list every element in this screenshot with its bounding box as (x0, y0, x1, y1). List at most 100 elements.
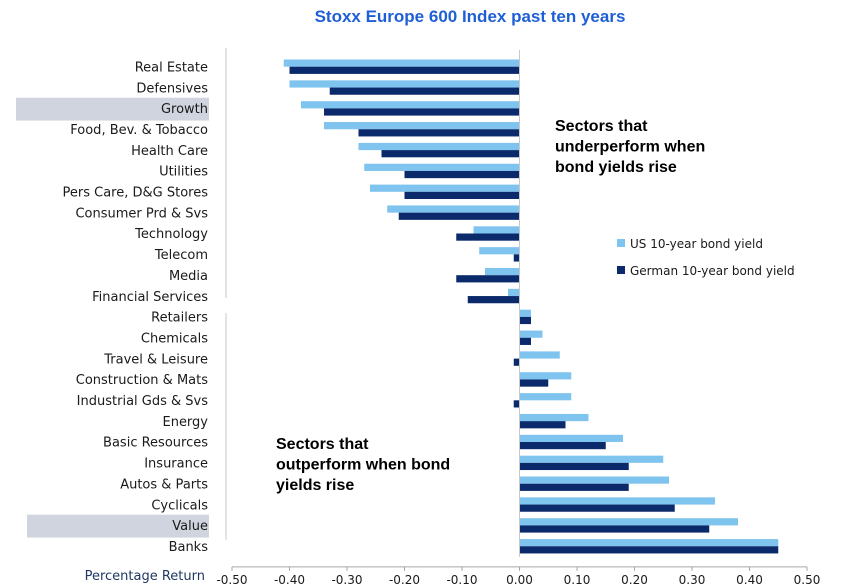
category-label-defensives: Defensives (136, 81, 208, 96)
bar-defensives-us (289, 80, 520, 88)
bar-health-care-us (358, 142, 520, 151)
category-label-consumer-prd-svs: Consumer Prd & Svs (75, 206, 208, 221)
legend-label-german: German 10-year bond yield (630, 264, 795, 278)
highlight-value (27, 514, 209, 538)
x-tick-label: 0.50 (794, 573, 821, 587)
bar-utilities-german (404, 170, 520, 179)
x-tick-label: 0.10 (564, 573, 591, 587)
x-tick-label: 0.40 (736, 573, 763, 587)
category-label-chemicals: Chemicals (141, 331, 208, 346)
legend-swatch-german (617, 266, 625, 274)
annotation-outperform-line: outperform when bond (276, 457, 450, 474)
annotation-underperform-line: Sectors that (555, 118, 648, 135)
bar-construction-mats-german (519, 379, 549, 387)
x-tick-labels: -0.50 -0.40 -0.30 -0.20 -0.10 0.00 0.10 0.20 0.3… (216, 566, 821, 587)
bar-autos-parts-german (519, 483, 629, 491)
bar-telecom-us (479, 247, 520, 255)
legend-label-us: US 10-year bond yield (630, 237, 763, 251)
category-highlights (16, 97, 209, 538)
bar-food-bev-tobacco-us (324, 122, 520, 130)
bar-utilities-us (364, 163, 520, 171)
bar-consumer-prd-svs-us (387, 205, 520, 213)
annotation-outperform-line: Sectors that (276, 436, 369, 453)
category-label-retailers: Retailers (151, 311, 208, 326)
bar-energy-us (519, 413, 589, 422)
annotations: Sectors that underperform when bond yields… (276, 118, 705, 494)
bar-banks-us (519, 539, 779, 547)
category-label-pers-care-d-g-stores: Pers Care, D&G Stores (63, 186, 209, 201)
bar-health-care-german (381, 150, 520, 158)
bar-value-german (519, 525, 710, 533)
bar-growth-us (301, 101, 520, 109)
bar-insurance-us (519, 455, 664, 463)
bar-pers-care-d-g-stores-german (404, 191, 520, 199)
bar-real-estate-german (289, 66, 520, 74)
x-tick-label: 0.30 (679, 573, 706, 587)
annotation-outperform-line: yields rise (276, 477, 354, 494)
x-axis-label: Percentage Return (85, 569, 205, 584)
bar-financial-services-us (508, 288, 520, 297)
chart-title: Stoxx Europe 600 Index past ten years (315, 7, 626, 26)
bar-media-us (485, 268, 520, 276)
category-label-banks: Banks (169, 540, 209, 555)
bar-industrial-gds-svs-german (513, 400, 520, 408)
bar-autos-parts-us (519, 476, 669, 484)
annotation-underperform-line: underperform when (555, 139, 705, 156)
bar-telecom-german (513, 254, 520, 262)
bar-energy-german (519, 421, 566, 429)
category-label-travel-leisure: Travel & Leisure (103, 352, 208, 367)
annotation-underperform-line: bond yields rise (555, 159, 677, 176)
bars-group (283, 59, 779, 554)
bar-basic-resources-german (519, 442, 606, 450)
category-label-cyclicals: Cyclicals (151, 498, 208, 513)
bar-food-bev-tobacco-german (358, 129, 520, 137)
category-label-insurance: Insurance (144, 457, 208, 472)
bar-value-us (519, 518, 738, 526)
bar-cyclicals-german (519, 504, 675, 512)
bar-real-estate-us (283, 59, 520, 67)
bar-chemicals-us (519, 330, 543, 338)
x-tick-label: -0.10 (446, 573, 477, 587)
x-tick-label: 0.00 (506, 573, 533, 587)
bar-technology-german (456, 233, 520, 241)
bar-industrial-gds-svs-us (519, 393, 572, 401)
bar-chemicals-german (519, 337, 531, 345)
bar-banks-german (519, 546, 779, 554)
category-label-technology: Technology (134, 227, 208, 242)
legend-swatch-us (617, 239, 625, 247)
category-label-financial-services: Financial Services (92, 290, 208, 305)
bar-media-german (456, 275, 520, 283)
bar-retailers-german (519, 316, 531, 325)
bar-basic-resources-us (519, 434, 623, 442)
category-label-growth: Growth (161, 102, 208, 117)
bar-construction-mats-us (519, 372, 572, 380)
category-label-real-estate: Real Estate (135, 60, 208, 75)
bar-technology-us (473, 226, 520, 234)
bar-growth-german (324, 108, 520, 116)
category-label-health-care: Health Care (131, 144, 208, 159)
category-label-food-bev-tobacco: Food, Bev. & Tobacco (70, 123, 208, 138)
category-label-basic-resources: Basic Resources (103, 436, 208, 451)
x-tick-label: -0.20 (389, 573, 420, 587)
category-label-industrial-gds-svs: Industrial Gds & Svs (77, 394, 209, 409)
category-label-autos-parts: Autos & Parts (120, 477, 208, 492)
bar-insurance-german (519, 462, 629, 471)
category-label-value: Value (172, 519, 208, 534)
bar-financial-services-german (467, 296, 520, 304)
category-label-construction-mats: Construction & Mats (76, 373, 208, 388)
x-tick-label: -0.30 (331, 573, 362, 587)
bar-consumer-prd-svs-german (398, 212, 520, 220)
category-labels: Real Estate Defensives Growth Food, Bev. & … (63, 60, 209, 555)
bar-defensives-german (329, 87, 520, 95)
category-label-media: Media (169, 269, 208, 284)
bar-travel-leisure-us (519, 351, 560, 359)
x-tick-label: -0.50 (216, 573, 247, 587)
bar-retailers-us (519, 309, 531, 317)
category-label-telecom: Telecom (154, 248, 208, 263)
category-label-utilities: Utilities (159, 165, 208, 180)
highlight-growth (16, 97, 209, 121)
bar-travel-leisure-german (513, 358, 520, 366)
x-tick-label: 0.20 (621, 573, 648, 587)
category-label-energy: Energy (162, 415, 208, 430)
